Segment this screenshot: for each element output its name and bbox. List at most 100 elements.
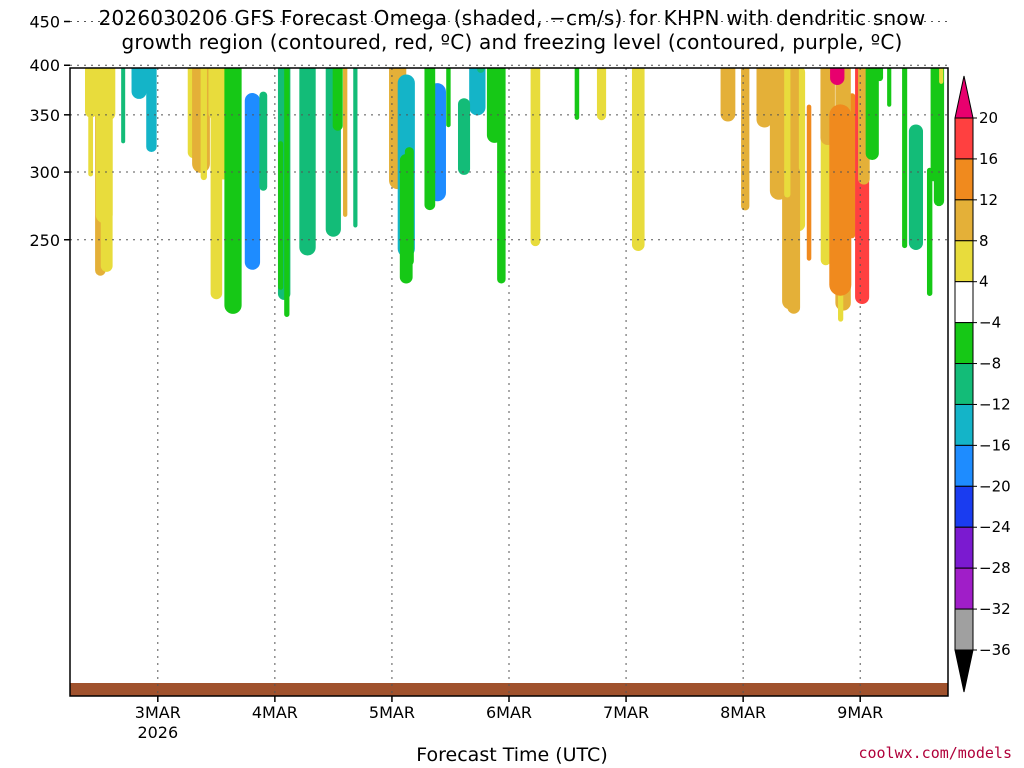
omega-cell: [939, 68, 944, 84]
colorbar-swatch: [954, 240, 974, 283]
colorbar-swatch: [954, 117, 974, 160]
omega-cell: [876, 68, 884, 82]
colorbar-swatch: [954, 526, 974, 569]
omega-cell: [596, 68, 607, 121]
colorbar-swatch: [954, 608, 974, 651]
omega-cell: [284, 68, 290, 317]
ground-surface: [70, 683, 948, 696]
omega-cell: [299, 68, 316, 256]
omega-cell: [830, 68, 845, 86]
omega-cell: [490, 0, 506, 35]
omega-cell: [88, 68, 94, 177]
colorbar-label: −12: [979, 395, 1011, 413]
colorbar-label: 4: [979, 273, 989, 291]
omega-cell: [424, 68, 436, 211]
omega-cell: [482, 0, 497, 22]
omega-cell: [404, 147, 414, 266]
colorbar-label: −32: [979, 600, 1011, 618]
colorbar-swatch: [954, 485, 974, 528]
omega-cell: [301, 0, 311, 47]
omega-cell: [446, 68, 451, 128]
colorbar-swatch: [954, 158, 974, 201]
omega-cell: [343, 68, 348, 217]
y-tick-label: 400: [29, 56, 60, 75]
omega-cell: [457, 98, 471, 175]
omega-cell: [930, 68, 937, 182]
omega-cell: [917, 0, 930, 63]
omega-cell: [200, 68, 207, 181]
omega-cell: [523, 0, 530, 8]
omega-cell: [619, 0, 629, 20]
colorbar-label: −20: [979, 477, 1011, 495]
omega-cell: [489, 68, 502, 117]
x-axis-title: Forecast Time (UTC): [416, 744, 608, 766]
colorbar-label: −36: [979, 641, 1011, 659]
omega-cell: [914, 0, 923, 16]
omega-cell: [776, 0, 794, 56]
omega-cell: [259, 91, 268, 191]
chart-subtitle: growth region (contoured, red, ºC) and f…: [121, 30, 903, 54]
omega-cell: [548, 0, 558, 38]
omega-cell: [554, 0, 568, 15]
colorbar-arrow-bottom: [954, 649, 974, 693]
omega-cell: [622, 0, 627, 63]
omega-cell: [278, 141, 284, 290]
colorbar-label: −4: [979, 314, 1001, 332]
omega-cell: [320, 0, 336, 7]
omega-cell: [829, 104, 852, 296]
omega-cell: [279, 0, 294, 55]
colorbar-swatch: [954, 281, 974, 324]
colorbar-swatch: [954, 322, 974, 365]
omega-cell: [840, 0, 856, 62]
omega-cell: [880, 0, 889, 49]
omega-cell: [208, 68, 222, 120]
colorbar-label: 8: [979, 232, 989, 250]
omega-cell: [146, 68, 157, 153]
x-tick-label: 4MAR: [252, 703, 298, 722]
x-tick-label: 3MAR: [135, 703, 181, 722]
omega-cell: [908, 124, 924, 250]
x-tick-label: 6MAR: [486, 703, 532, 722]
omega-cell: [353, 68, 358, 228]
y-tick-label: 250: [29, 231, 60, 250]
omega-cell: [304, 0, 316, 23]
omega-cell: [469, 68, 486, 116]
omega-cell: [769, 68, 788, 200]
omega-cell: [865, 68, 879, 160]
omega-cell: [379, 0, 392, 62]
colorbar-label: −28: [979, 559, 1011, 577]
omega-cell: [100, 79, 113, 272]
omega-cell: [784, 68, 791, 198]
omega-cell: [787, 166, 801, 314]
omega-cell: [210, 86, 223, 300]
omega-cell: [876, 0, 882, 17]
contour-line: [70, 0, 948, 13]
omega-cell: [720, 68, 736, 122]
x-tick-label: 8MAR: [720, 703, 766, 722]
omega-cell: [131, 68, 147, 99]
omega-cell: [806, 104, 812, 261]
ground-fill: [70, 683, 948, 696]
colorbar-swatch: [954, 567, 974, 610]
omega-cell: [210, 0, 224, 56]
colorbar-label: 20: [979, 109, 998, 127]
x-tick-label: 9MAR: [837, 703, 883, 722]
omega-cell: [394, 0, 409, 2]
omega-cell: [605, 0, 617, 50]
chart-title: 2026030206 GFS Forecast Omega (shaded, −…: [98, 6, 926, 30]
colorbar: 20 16 12 8 4 −4 −8 −12 −16 −20 −24 −28 −32 −36: [954, 75, 1011, 693]
y-tick-label: 450: [29, 13, 60, 32]
omega-cell: [887, 68, 892, 107]
omega-cell: [631, 68, 645, 251]
colorbar-arrow-top: [954, 75, 974, 119]
omega-cell: [429, 0, 438, 51]
contour-label: -18: [802, 6, 826, 21]
colorbar-label: 12: [979, 191, 998, 209]
colorbar-swatch: [954, 199, 974, 242]
contour-label-bg: [801, 5, 825, 20]
omega-cell: [180, 0, 195, 23]
omega-cell: [332, 68, 343, 131]
x-tick-sublabel: 2026: [137, 723, 178, 742]
